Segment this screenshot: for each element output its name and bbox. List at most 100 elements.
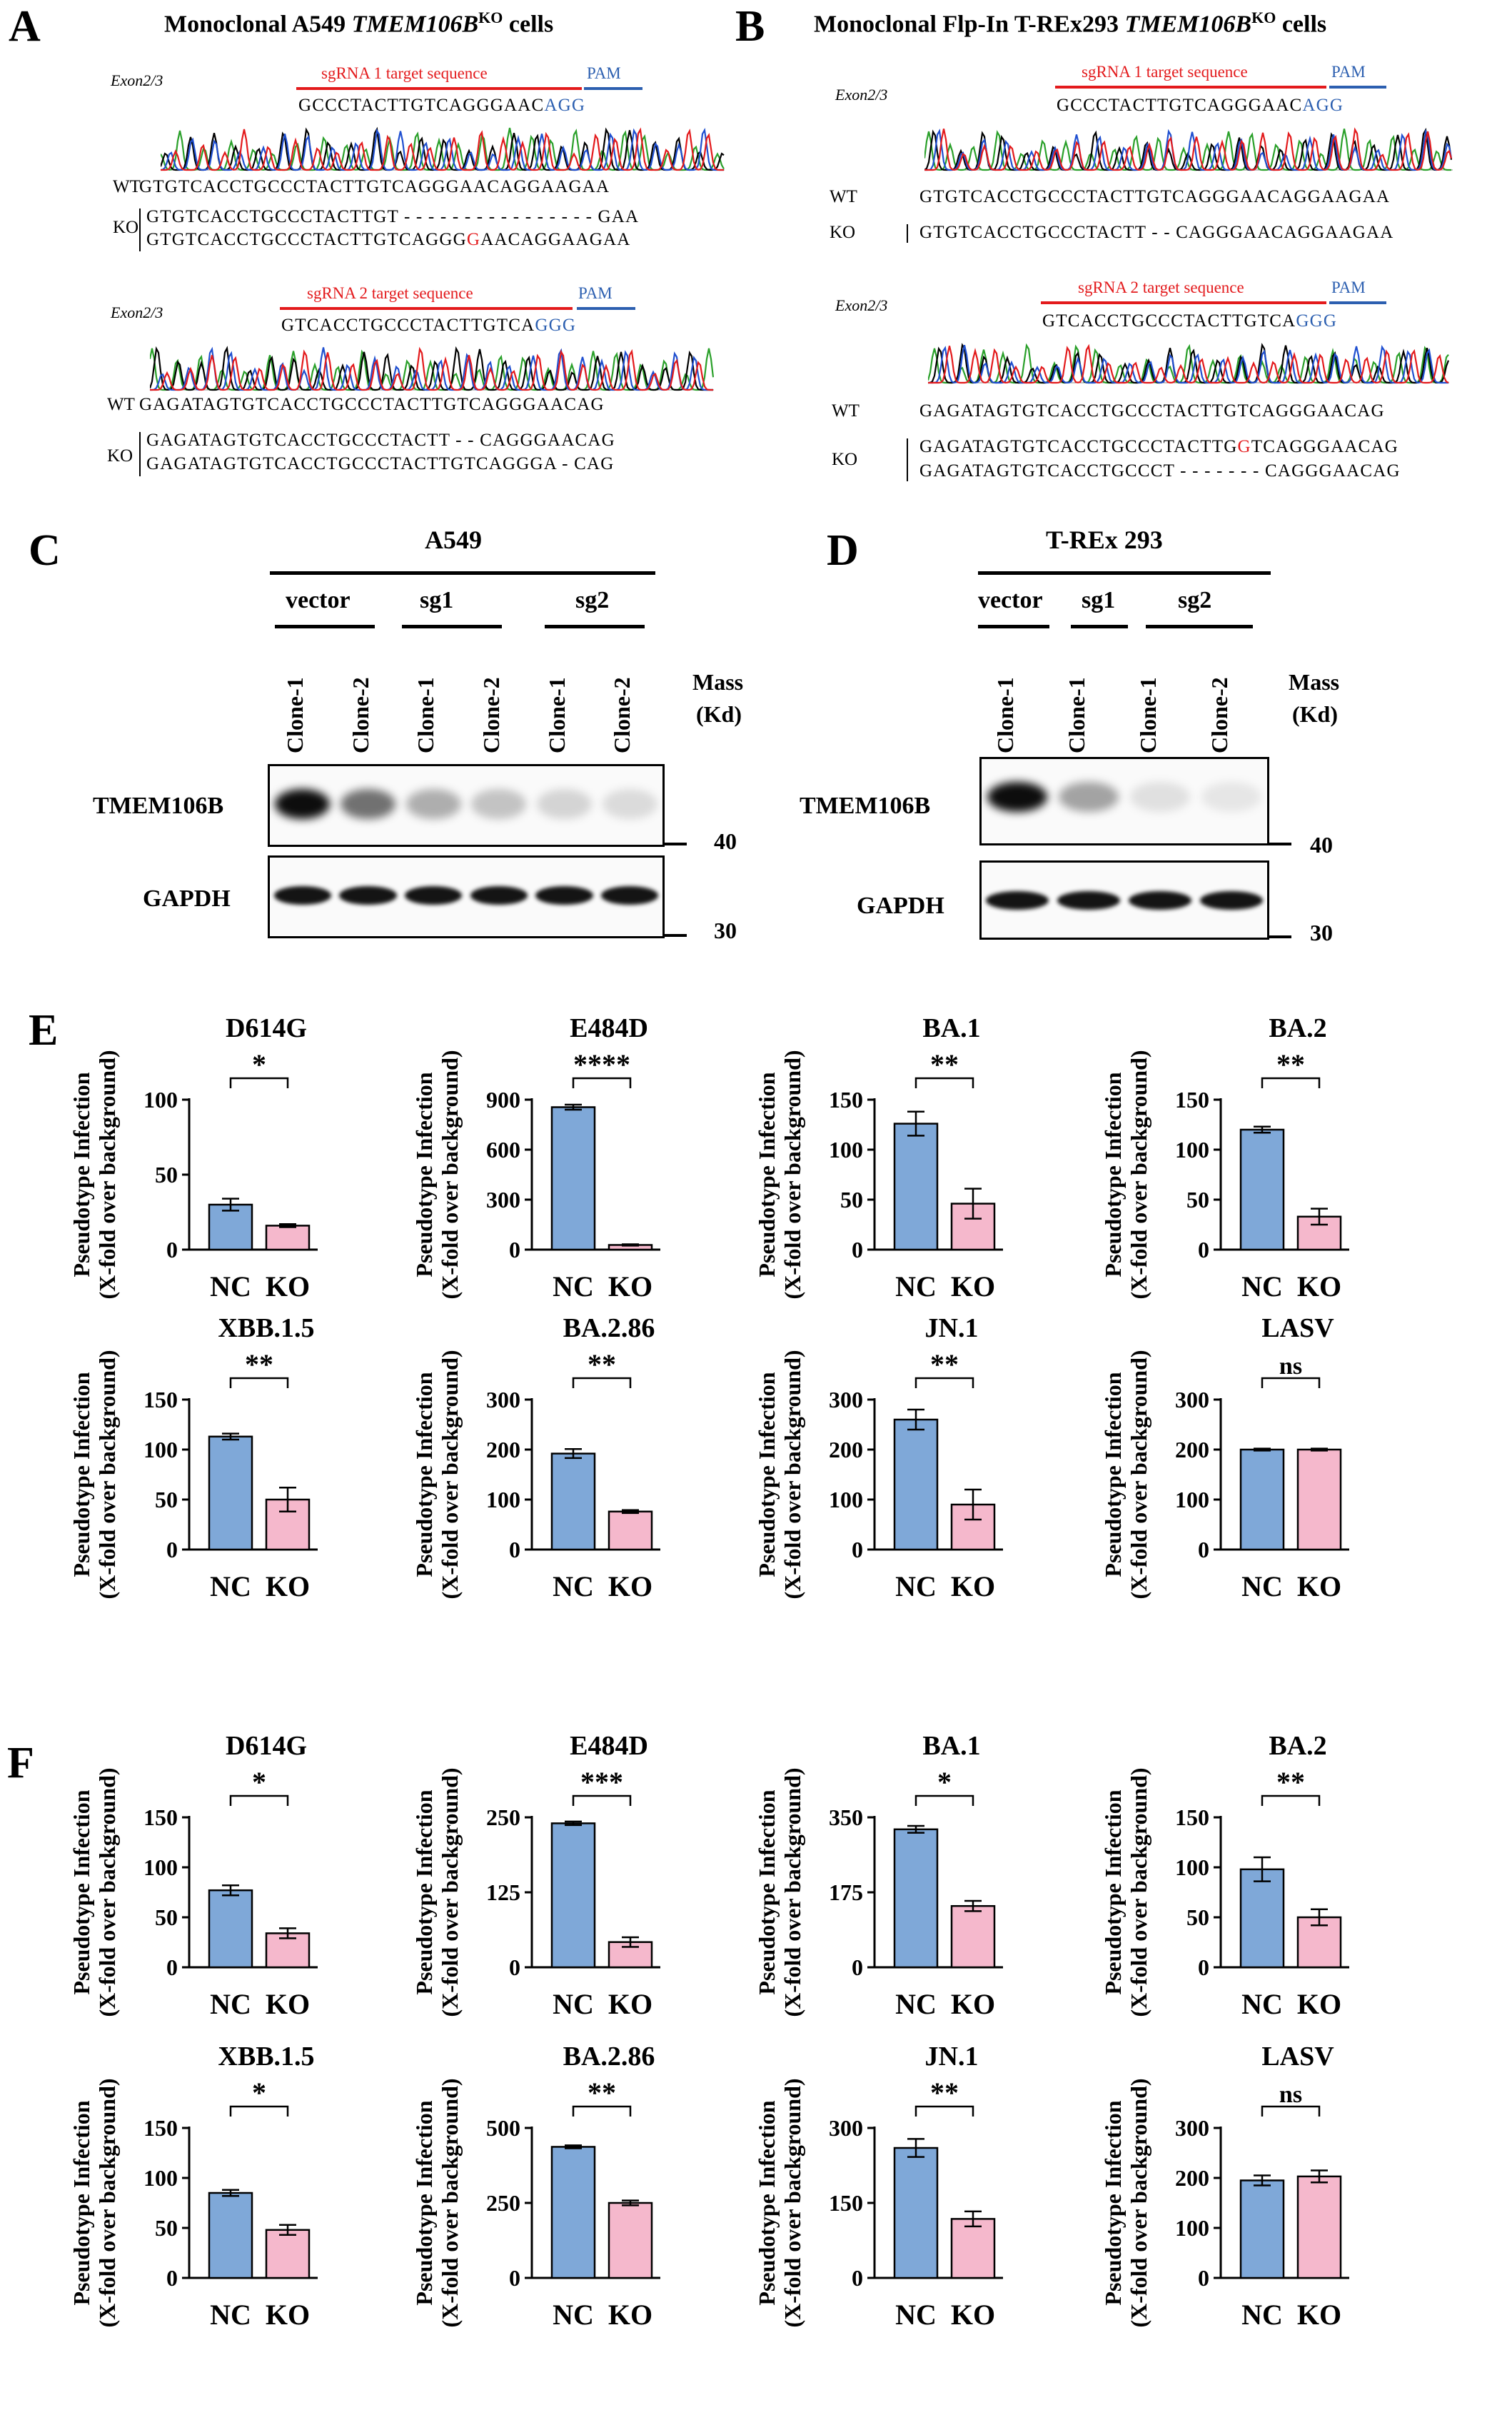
- gapdh-band: [1057, 891, 1120, 910]
- significance-bracket: [229, 1377, 289, 1388]
- chromatogram-trace: [150, 346, 713, 391]
- gapdh-band: [404, 886, 463, 905]
- wt-label-a2: WT: [107, 395, 135, 414]
- x-tick-label: KO: [1297, 1270, 1341, 1302]
- panel-letter-a: A: [9, 2, 41, 51]
- y-axis-label: (X-fold over background): [1126, 1050, 1151, 1299]
- x-tick-label: NC: [553, 2299, 594, 2331]
- bar-ko: [1296, 1448, 1342, 1551]
- ko-seq-b2-1: GAGATAGTGTCACCTGCCCTACTTGGTCAGGGAACAG: [919, 437, 1398, 456]
- chart-title: BA.2: [1269, 1731, 1326, 1761]
- sgrna1-label-b: sgRNA 1 target sequence: [1082, 63, 1248, 81]
- chart-title: JN.1: [925, 1313, 979, 1343]
- significance-bracket: [1261, 1377, 1321, 1388]
- chromatogram-a1: [161, 126, 725, 171]
- y-tick-label: 100: [143, 1087, 178, 1113]
- blot-d-label-gapdh: GAPDH: [857, 893, 944, 919]
- ko-seq-a1-2: GTGTCACCTGCCCTACTTGTCAGGGGAACAGGAAGAA: [146, 230, 631, 249]
- y-tick-label: 500: [486, 2115, 520, 2141]
- chart-e-xbb15: Pseudotype Infection (X-fold over backgro…: [69, 1313, 318, 1602]
- y-tick-label: 150: [829, 2190, 863, 2216]
- gapdh-band: [1129, 891, 1191, 910]
- blot-c-tick-30: [662, 934, 687, 937]
- x-tick-label: NC: [895, 1570, 937, 1602]
- ko-seq-b1: GTGTCACCTGCCCTACTT - - CAGGGAACAGGAAGAA: [919, 223, 1394, 242]
- y-axis-label: (X-fold over background): [1126, 1350, 1151, 1599]
- y-tick-label: 0: [166, 2265, 178, 2291]
- y-axis-label: (X-fold over background): [437, 1050, 463, 1299]
- blot-c-label-gapdh: GAPDH: [143, 885, 231, 912]
- ko-seq-a2-2: GAGATAGTGTCACCTGCCCTACTTGTCAGGGA - CAG: [146, 454, 615, 473]
- x-tick-label: KO: [266, 1988, 310, 2020]
- y-tick-label: 200: [829, 1437, 863, 1462]
- y-axis-label: (X-fold over background): [437, 1767, 463, 2017]
- pam-underline-a2: [577, 307, 635, 310]
- y-axis-label: Pseudotype Infection: [411, 1789, 437, 1994]
- y-tick-label: 150: [1175, 1804, 1209, 1830]
- chart-title: BA.1: [922, 1013, 980, 1043]
- chart-f-ba286: Pseudotype Infection (X-fold over backgro…: [411, 2042, 660, 2331]
- blot-c-mass-30: 30: [714, 918, 737, 943]
- y-axis-label: (X-fold over background): [94, 1767, 120, 2017]
- y-tick-label: 100: [486, 1487, 520, 1512]
- bar-nc: [208, 1889, 253, 1969]
- tmem106b-band: [537, 789, 592, 819]
- blot-c-sg1-line: [402, 625, 502, 628]
- blot-d-tick-40: [1267, 843, 1291, 845]
- y-tick-label: 0: [166, 1537, 178, 1562]
- x-tick-label: KO: [951, 1570, 995, 1602]
- significance-bracket: [229, 1794, 289, 1806]
- tmem106b-band: [275, 789, 331, 819]
- y-axis-label: (X-fold over background): [780, 1350, 805, 1599]
- blot-d-group-sg2: sg2: [1178, 587, 1212, 613]
- bar-nc: [1239, 2179, 1285, 2279]
- chart-e-e484d: Pseudotype Infection (X-fold over backgro…: [411, 1013, 660, 1302]
- chart-title: E484D: [570, 1731, 648, 1761]
- ko-seq-b2-2: GAGATAGTGTCACCTGCCCT - - - - - - - CAGGG…: [919, 461, 1401, 481]
- x-tick-label: KO: [1297, 1570, 1341, 1602]
- y-axis-label: (X-fold over background): [94, 1350, 120, 1599]
- sgrna1-target-a: GCCCTACTTGTCAGGGAACAGG: [298, 96, 586, 115]
- blot-d-sg1-line: [1071, 625, 1128, 628]
- bar-nc: [893, 1828, 939, 1969]
- significance-bracket: [1261, 1794, 1321, 1806]
- y-tick-label: 125: [486, 1879, 520, 1905]
- chromatogram-trace: [150, 346, 713, 391]
- x-tick-label: NC: [553, 1988, 594, 2020]
- sgrna2-target-a: GTCACCTGCCCTACTTGTCAGGG: [281, 316, 577, 335]
- chart-title: BA.2.86: [563, 2042, 655, 2072]
- x-tick-label: NC: [1241, 1270, 1283, 1302]
- significance-label: **: [930, 2077, 959, 2109]
- significance-label: *: [252, 1766, 266, 1798]
- bar-nc: [550, 1106, 596, 1251]
- sgrna1-underline-b: [1055, 86, 1326, 89]
- significance-label: **: [245, 1348, 273, 1380]
- y-tick-label: 250: [486, 1804, 520, 1830]
- gapdh-band: [470, 886, 528, 905]
- pam-label-b1: PAM: [1331, 63, 1366, 81]
- ko-label-b1: KO: [830, 223, 856, 242]
- tmem106b-band: [341, 789, 395, 819]
- exon-label-a1: Exon2/3: [111, 71, 163, 89]
- x-tick-label: NC: [553, 1570, 594, 1602]
- y-tick-label: 350: [829, 1804, 863, 1830]
- chart-e-ba2: Pseudotype Infection (X-fold over backgro…: [1100, 1013, 1349, 1302]
- ko-bracket-a1: [139, 209, 141, 251]
- y-axis-label: Pseudotype Infection: [754, 2100, 780, 2305]
- panel-a-title: Monoclonal A549 TMEM106BKO cells: [164, 9, 554, 38]
- x-tick-label: NC: [895, 1270, 937, 1302]
- x-tick-label: KO: [951, 1270, 995, 1302]
- y-tick-label: 100: [1175, 1854, 1209, 1880]
- y-axis-label: (X-fold over background): [1126, 2078, 1151, 2327]
- y-tick-label: 100: [829, 1137, 863, 1163]
- panel-letter-f: F: [7, 1739, 34, 1787]
- y-tick-label: 0: [166, 1237, 178, 1262]
- y-axis-label: Pseudotype Infection: [754, 1789, 780, 1994]
- y-axis-label: Pseudotype Infection: [411, 1372, 437, 1577]
- wt-seq-b2: GAGATAGTGTCACCTGCCCTACTTGTCAGGGAACAG: [919, 401, 1385, 421]
- chart-e-ba286: Pseudotype Infection (X-fold over backgro…: [411, 1313, 660, 1602]
- y-tick-label: 50: [1186, 1187, 1209, 1212]
- sgrna1-target-b: GCCCTACTTGTCAGGGAACAGG: [1057, 96, 1344, 115]
- chart-title: D614G: [226, 1013, 307, 1043]
- significance-label: **: [1276, 1766, 1305, 1798]
